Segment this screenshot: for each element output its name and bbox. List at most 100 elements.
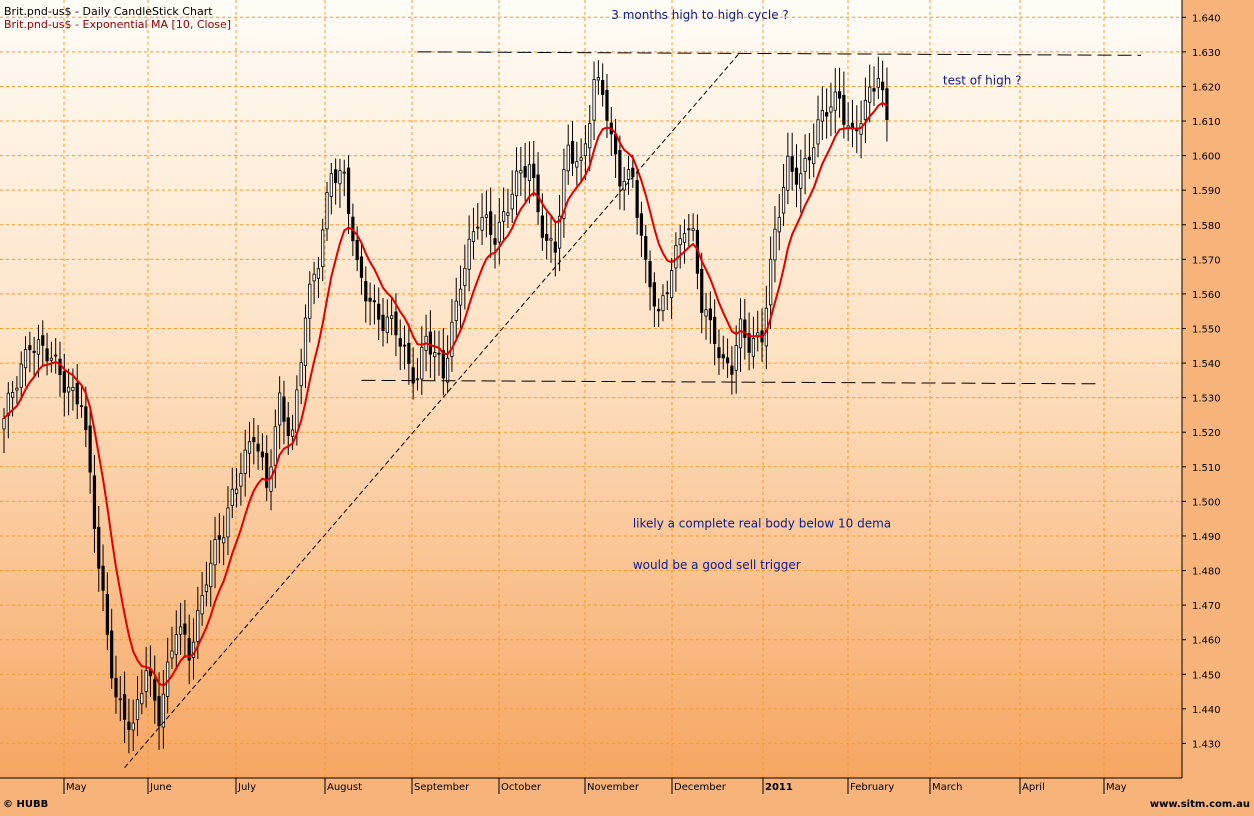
candle-body: [342, 171, 346, 174]
candle-body: [157, 696, 161, 727]
candle-body: [6, 392, 10, 416]
candle-body: [626, 169, 631, 180]
candle: [23, 336, 28, 387]
candle-body: [704, 309, 708, 317]
y-tick-label: 1.590: [1192, 186, 1221, 197]
candle: [820, 86, 824, 140]
candle-body: [825, 112, 829, 117]
candle: [92, 454, 97, 553]
month-label: March: [932, 782, 962, 793]
candle-body: [204, 584, 209, 592]
candle: [144, 646, 148, 708]
candle-body: [523, 166, 527, 178]
candle: [390, 297, 394, 336]
candle-body: [786, 155, 790, 191]
candle: [222, 515, 226, 566]
candle: [454, 277, 458, 342]
y-tick-label: 1.430: [1192, 739, 1221, 750]
candle-body: [842, 94, 846, 125]
candle: [881, 60, 885, 108]
candle: [493, 214, 497, 269]
candle: [359, 242, 364, 295]
x-axis-months: May June July August September October Novembe…: [63, 778, 1127, 794]
candle-body: [256, 443, 260, 452]
candle: [872, 66, 876, 107]
candle-body: [273, 426, 277, 466]
month-label: July: [237, 782, 256, 793]
candle: [381, 297, 385, 347]
candle-body: [32, 350, 36, 353]
candle: [54, 338, 58, 374]
footer-copyright: © HUBB: [3, 799, 48, 810]
candle-body: [84, 406, 88, 431]
candle-body: [282, 396, 286, 422]
candle: [527, 141, 532, 204]
candle-body: [579, 157, 583, 161]
candle: [368, 282, 372, 326]
candle-body: [837, 91, 842, 99]
candle: [230, 467, 234, 519]
candle-body: [769, 258, 773, 306]
candle-body: [588, 123, 592, 149]
candle-body: [213, 539, 217, 566]
candle: [234, 467, 239, 508]
candle-body: [725, 357, 730, 364]
candle: [558, 194, 562, 272]
candle-body: [570, 141, 575, 164]
candle: [781, 163, 786, 227]
candle: [484, 190, 488, 238]
candle: [863, 77, 868, 143]
annotation-text: would be a good sell trigger: [633, 558, 801, 572]
candle-body: [493, 238, 497, 245]
candle-body: [631, 167, 635, 177]
candle-body: [773, 228, 777, 261]
candle: [428, 310, 432, 378]
candle-body: [635, 180, 639, 218]
candle-body: [295, 389, 299, 434]
candle: [799, 149, 803, 213]
month-label: April: [1022, 782, 1045, 793]
candle-body: [325, 192, 329, 230]
candle: [140, 669, 144, 715]
candle-body: [88, 425, 92, 473]
trend-line: [124, 51, 741, 768]
candle: [497, 198, 501, 265]
candle: [566, 124, 570, 185]
candle-body: [665, 292, 669, 295]
candle-body: [622, 180, 626, 191]
candle-body: [372, 300, 377, 303]
candle: [674, 232, 678, 292]
candle: [471, 207, 476, 260]
candle: [807, 132, 812, 179]
candle-body: [234, 488, 239, 494]
candle-body: [433, 352, 437, 358]
candle-body: [97, 526, 101, 569]
candle-body: [437, 352, 441, 355]
candle-body: [36, 339, 41, 355]
y-tick-label: 1.540: [1192, 359, 1221, 370]
candle: [114, 655, 118, 714]
candle: [622, 166, 626, 211]
candle: [157, 672, 161, 750]
candle-body: [140, 693, 144, 705]
candle: [829, 82, 833, 137]
candle: [49, 341, 53, 373]
candle-body: [881, 81, 885, 91]
y-tick-label: 1.530: [1192, 394, 1221, 405]
candle: [127, 698, 131, 754]
candle: [730, 346, 734, 395]
candle-body: [489, 211, 493, 235]
candle: [282, 380, 286, 445]
candle-body: [566, 144, 570, 172]
candle-body: [67, 386, 71, 393]
candle-body: [868, 86, 872, 103]
candle: [833, 68, 837, 134]
candle-body: [657, 308, 661, 312]
candle-body: [441, 350, 445, 379]
candle: [204, 561, 209, 607]
y-tick-label: 1.630: [1192, 48, 1221, 59]
candle: [135, 676, 140, 737]
candle-body: [450, 321, 454, 357]
candle: [734, 325, 738, 394]
